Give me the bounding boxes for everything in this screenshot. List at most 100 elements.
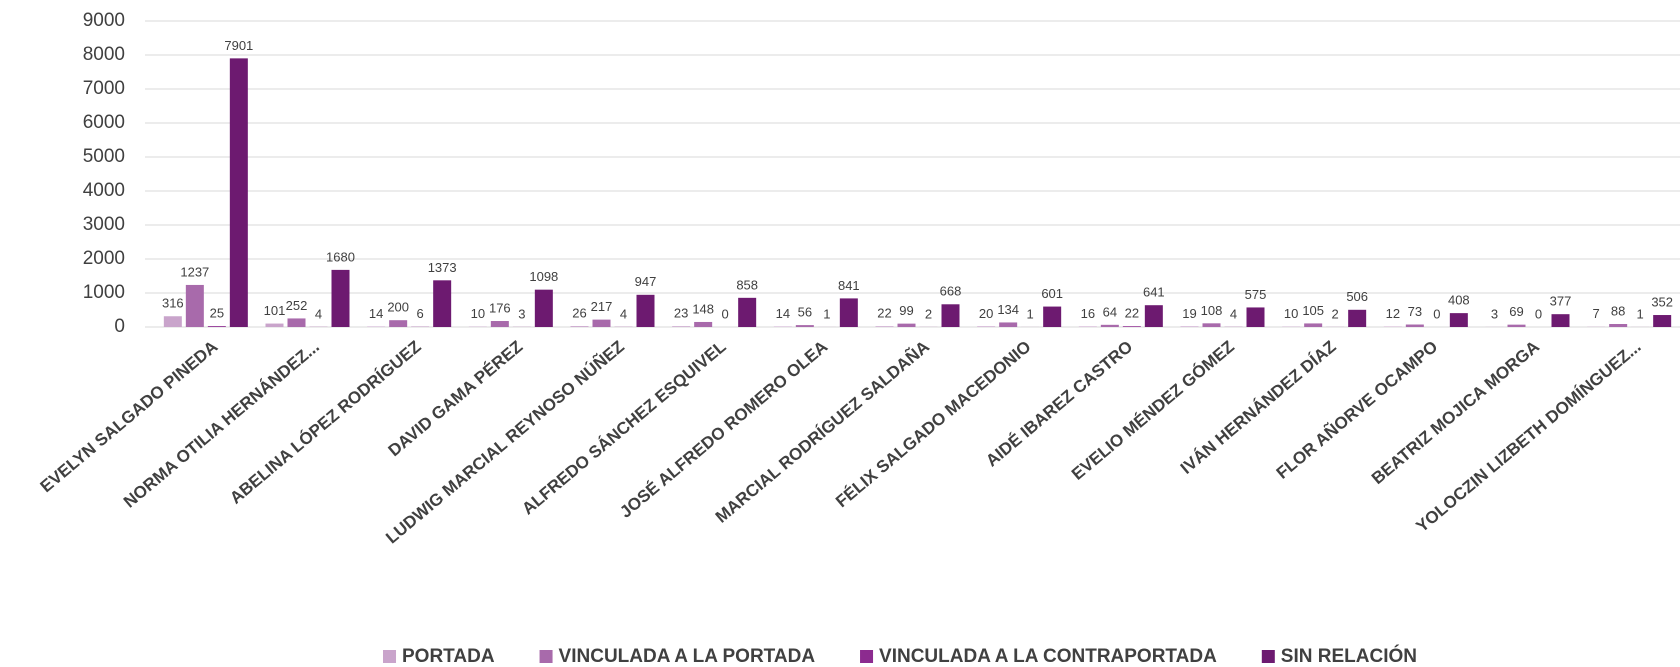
legend-label: VINCULADA A LA PORTADA [559,646,816,667]
data-label: 108 [1201,303,1223,318]
data-label: 1 [1027,306,1034,321]
bar [265,323,284,327]
bar [1551,314,1570,327]
bar [1609,324,1628,327]
legend-item: VINCULADA A LA CONTRAPORTADA [860,646,1217,667]
data-label: 20 [979,306,993,321]
y-tick-label: 7000 [83,78,125,99]
data-label: 64 [1103,304,1117,319]
data-label: 575 [1245,287,1267,302]
bar [389,320,408,327]
data-label: 99 [899,303,913,318]
data-label: 858 [736,277,758,292]
x-tick-label: YOLOCZIN LIZBETH DOMÍNGUEZ... [1412,337,1644,536]
data-label: 4 [1230,306,1237,321]
data-label: 1373 [428,260,457,275]
data-label: 0 [1535,306,1542,321]
data-label: 1680 [326,249,355,264]
data-label: 7901 [224,38,253,53]
legend-item: VINCULADA A LA PORTADA [539,646,816,667]
legend-label: PORTADA [402,646,495,667]
bar [1180,326,1199,327]
x-tick-label: EVELIO MÉNDEZ GÓMEZ [1068,337,1238,484]
data-label: 25 [210,306,224,321]
bar [1304,323,1323,327]
bar [490,321,509,327]
data-label: 22 [1125,306,1139,321]
data-label: 101 [264,303,286,318]
data-label: 1098 [529,269,558,284]
bar [897,323,916,327]
y-tick-label: 3000 [83,214,125,235]
data-label: 2 [1332,306,1339,321]
data-label: 26 [572,306,586,321]
bar [570,326,589,327]
bar [1348,309,1367,327]
bar [795,325,814,327]
bar [999,322,1018,327]
x-tick-label: NORMA OTILIA HERNÁNDEZ... [120,337,323,512]
bar [534,289,553,327]
bar [207,326,226,327]
legend-label: VINCULADA A LA CONTRAPORTADA [879,646,1217,667]
data-label: 1 [1637,306,1644,321]
x-tick-label: JOSÉ ALFREDO ROMERO OLEA [616,337,831,522]
data-label: 217 [591,299,613,314]
y-tick-label: 2000 [83,248,125,269]
y-tick-label: 4000 [83,180,125,201]
data-label: 176 [489,300,511,315]
bar [1653,315,1672,327]
data-label: 506 [1346,289,1368,304]
data-label: 947 [635,274,657,289]
x-tick-label: MARCIAL RODRÍGUEZ SALDAÑA [711,336,933,527]
bar [1507,324,1526,327]
data-label: 12 [1386,306,1400,321]
bar [592,319,611,327]
y-tick-label: 5000 [83,146,125,167]
bar [185,284,204,327]
data-label: 16 [1081,306,1095,321]
data-label: 0 [722,306,729,321]
y-tick-label: 9000 [83,10,125,31]
data-label: 10 [471,306,485,321]
data-label: 1 [823,306,830,321]
data-label: 200 [387,300,409,315]
data-label: 252 [286,298,308,313]
data-label: 601 [1041,286,1063,301]
data-label: 641 [1143,285,1165,300]
x-tick-label: FLOR AÑORVE OCAMPO [1272,336,1441,482]
data-label: 408 [1448,293,1470,308]
x-tick-label: BEATRIZ MOJICA MORGA [1368,337,1543,488]
data-label: 668 [940,284,962,299]
data-label: 69 [1509,304,1523,319]
data-label: 14 [776,306,790,321]
bar [1144,305,1163,327]
legend-swatch [860,650,874,663]
y-tick-label: 0 [114,316,125,337]
data-label: 352 [1651,294,1673,309]
bar [433,280,452,327]
data-label: 19 [1182,306,1196,321]
bar [738,297,757,327]
data-label: 4 [315,306,322,321]
data-label: 22 [877,306,891,321]
data-label: 56 [798,305,812,320]
bar [875,326,894,327]
x-tick-label: ALFREDO SÁNCHEZ ESQUIVEL [518,337,729,519]
bar [1100,324,1119,327]
legend-item: PORTADA [383,646,495,667]
legend-swatch [383,650,397,663]
bar [287,318,306,327]
data-label: 7 [1593,306,1600,321]
bar [1078,326,1097,327]
data-label: 88 [1611,303,1625,318]
data-label: 3 [1491,306,1498,321]
bar [1202,323,1221,327]
x-tick-label: ABELINA LÓPEZ RODRÍGUEZ [226,337,424,508]
data-label: 148 [692,301,714,316]
y-tick-label: 6000 [83,112,125,133]
bar [941,304,960,327]
data-label: 0 [1433,306,1440,321]
bar [163,316,182,327]
